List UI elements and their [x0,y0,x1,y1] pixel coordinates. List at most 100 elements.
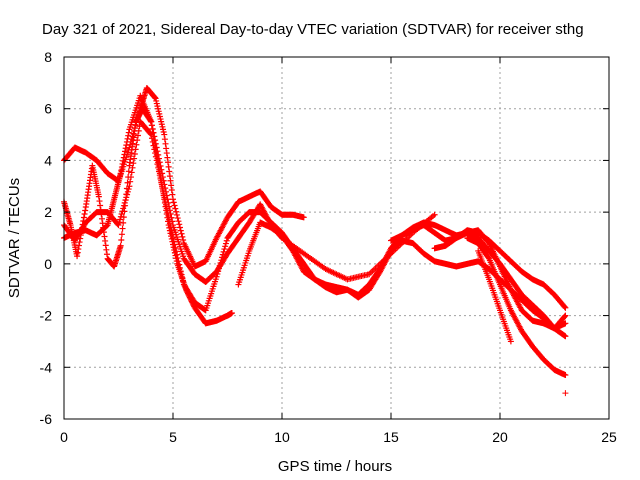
data-point [149,138,156,145]
data-point [101,233,108,240]
data-point [561,313,568,320]
data-point [220,248,227,255]
data-point [153,157,160,164]
data-point [122,145,129,152]
data-point [159,183,166,190]
data-point [179,274,186,281]
data-point [562,372,569,379]
y-tick-label: 4 [44,152,52,168]
data-point [163,150,170,157]
data-point [155,164,162,171]
data-point [219,254,226,261]
data-point [122,197,129,204]
data-point [148,118,155,125]
data-point [165,163,172,170]
data-point [165,159,172,166]
data-point [118,167,125,174]
data-point [179,233,186,240]
data-point [122,148,129,155]
data-point [166,173,173,180]
series-track-1 [61,85,307,270]
data-point [174,215,181,222]
data-point [97,202,104,209]
data-point [167,177,174,184]
data-point [130,160,137,167]
data-point [118,231,125,238]
x-tick-label: 20 [492,429,508,445]
data-point [120,157,127,164]
data-point [161,136,168,143]
data-point [168,227,175,234]
data-point [125,132,132,139]
data-point [169,231,176,238]
data-point [147,130,154,137]
x-axis-label: GPS time / hours [278,458,392,475]
series-track-4 [61,118,569,332]
data-point [164,209,171,216]
data-point [222,243,229,250]
data-point [215,265,222,272]
data-point [165,212,172,219]
data-point [431,211,438,218]
data-point [123,138,130,145]
data-point [121,151,128,158]
data-point [180,278,187,285]
data-point [125,168,132,175]
data-point [150,142,157,149]
data-point [118,210,125,217]
data-point [161,194,168,201]
data-point [134,132,141,139]
data-point [170,238,177,245]
data-point [177,227,184,234]
data-point [173,251,180,258]
x-tick-label: 25 [601,429,617,445]
data-point [124,188,131,195]
data-point [169,191,176,198]
data-point [180,237,187,244]
data-point [124,179,131,186]
series-stray [562,390,569,397]
data-point [98,215,105,222]
y-tick-label: 8 [44,49,52,65]
data-point [167,223,174,230]
data-point [562,312,569,319]
series-track-6 [388,222,569,311]
y-tick-label: -4 [40,359,53,375]
data-point [163,205,170,212]
data-point [163,145,170,152]
data-point [562,320,569,327]
data-point [160,190,167,197]
data-point [81,210,88,217]
data-point [134,137,141,144]
data-point [157,175,164,182]
y-tick-label: -2 [40,308,53,324]
data-point [173,211,180,218]
data-point [173,248,180,255]
data-point [99,220,106,227]
y-tick-label: 2 [44,204,52,220]
data-point [217,259,224,266]
data-point [117,170,124,177]
data-point [103,251,110,258]
data-point [135,127,142,134]
data-point [507,338,514,345]
data-point [127,178,134,185]
data-point [120,202,127,209]
data-point [168,186,175,193]
data-point [124,191,131,198]
plot-frame [63,56,610,420]
y-axis-label: SDTVAR / TECUs [6,178,23,298]
data-point [166,220,173,227]
data-point [216,262,223,269]
data-point [148,122,155,129]
data-point [80,214,87,221]
axis-ticks: 0 5 10 15 20 25 -6 -4 -2 0 2 4 6 8 [40,49,617,445]
data-point [76,239,83,246]
data-point [213,273,220,280]
data-point [124,135,131,142]
data-point [164,154,171,161]
data-point [178,230,185,237]
data-point [117,216,124,223]
data-point [155,168,162,175]
data-point [177,268,184,275]
